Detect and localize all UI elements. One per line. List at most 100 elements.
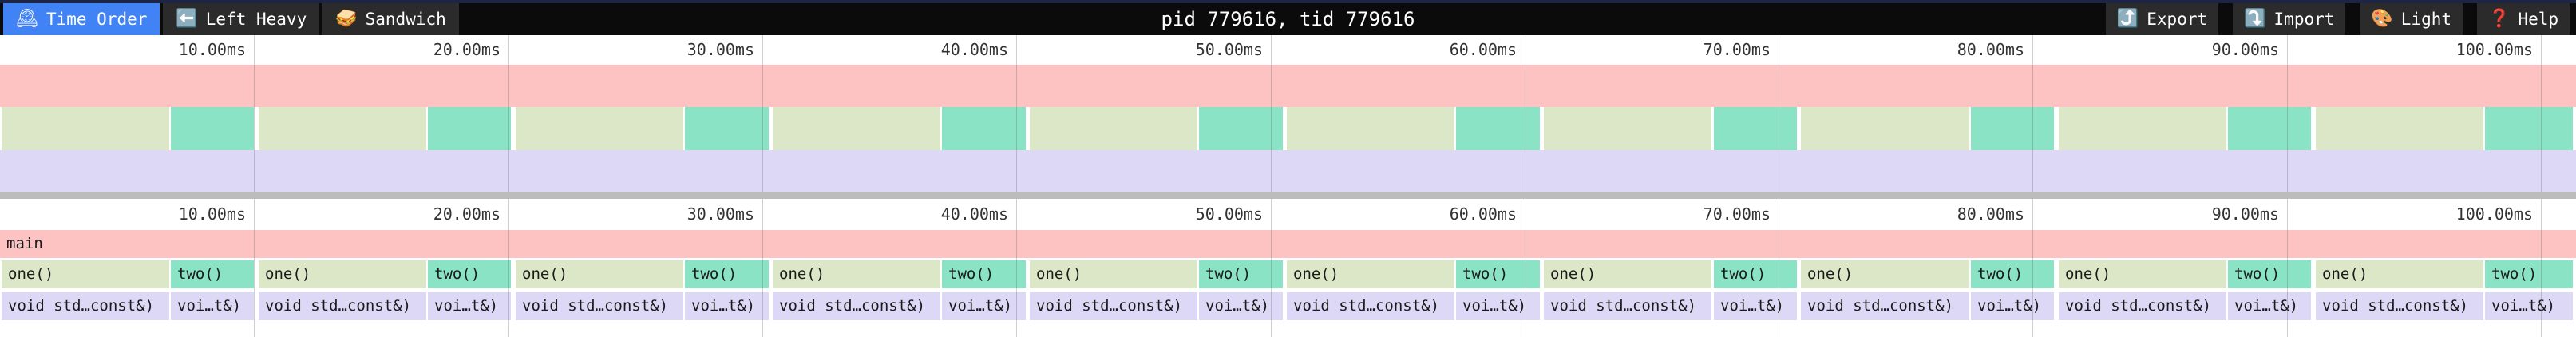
minimap-frame-two[interactable] [428, 107, 511, 150]
frame-two[interactable]: two() [428, 260, 511, 288]
frame-two-detail[interactable]: voi…t&) [1714, 292, 1797, 320]
minimap-tick-label: 20.00ms [433, 40, 501, 59]
minimap-gridline [2287, 35, 2288, 192]
minimap-tick-label: 40.00ms [940, 40, 1008, 59]
frame-two-detail[interactable]: voi…t&) [428, 292, 511, 320]
flamechart[interactable]: main 10.00ms 20.00ms 30.00ms 40.00ms 50.00ms… [0, 199, 2576, 337]
minimap-frame-one[interactable] [1801, 107, 1969, 150]
frame-two[interactable]: two() [1456, 260, 1540, 288]
minimap-frame-one[interactable] [1030, 107, 1197, 150]
frame-one[interactable]: one() [1287, 260, 1454, 288]
flamechart-tick-label: 20.00ms [433, 204, 501, 224]
frame-one-detail[interactable]: void std…const&) [516, 292, 683, 320]
tab-left-heavy[interactable]: ⬅️ Left Heavy [163, 3, 320, 35]
flamechart-tick-label: 10.00ms [178, 204, 246, 224]
minimap-tick-label: 90.00ms [2211, 40, 2279, 59]
frame-two[interactable]: two() [2228, 260, 2311, 288]
frame-one-detail[interactable]: void std…const&) [1544, 292, 1711, 320]
help-button[interactable]: ❓ Help [2477, 3, 2570, 35]
frame-two[interactable]: two() [685, 260, 769, 288]
frame-one[interactable]: one() [259, 260, 426, 288]
arrow-curve-down-icon: ⤵️ [2244, 9, 2266, 29]
minimap-frame-one[interactable] [516, 107, 683, 150]
minimap-frame-two[interactable] [1971, 107, 2054, 150]
frame-two-detail[interactable]: voi…t&) [171, 292, 254, 320]
frame-two[interactable]: two() [1199, 260, 1283, 288]
frame-one-detail[interactable]: void std…const&) [773, 292, 940, 320]
flamechart-gridline [254, 199, 255, 337]
frame-one[interactable]: one() [2059, 260, 2226, 288]
minimap-frame-two[interactable] [171, 107, 254, 150]
frame-one-detail[interactable]: void std…const&) [2059, 292, 2226, 320]
frame-one[interactable]: one() [773, 260, 940, 288]
frame-one[interactable]: one() [1544, 260, 1711, 288]
frame-one-detail[interactable]: void std…const&) [2, 292, 169, 320]
frame-main[interactable]: main [0, 230, 2576, 258]
view-tabs: 🕰 Time Order ⬅️ Left Heavy 🥪 Sandwich [3, 3, 459, 35]
minimap[interactable]: 10.00ms 20.00ms 30.00ms 40.00ms 50.00ms 60.00… [0, 35, 2576, 192]
minimap-frame-one[interactable] [2, 107, 169, 150]
flamechart-tick-label: 100.00ms [2455, 204, 2533, 224]
flamechart-gridline [508, 199, 509, 337]
frame-two[interactable]: two() [2485, 260, 2573, 288]
minimap-frame-one[interactable] [1287, 107, 1454, 150]
frame-one-detail[interactable]: void std…const&) [259, 292, 426, 320]
flamechart-tick-label: 80.00ms [1957, 204, 2024, 224]
minimap-gridline [508, 35, 509, 192]
frame-two-detail[interactable]: voi…t&) [942, 292, 1026, 320]
palette-icon: 🎨 [2371, 9, 2393, 29]
export-button[interactable]: ⤴️ Export [2105, 3, 2219, 35]
frame-two[interactable]: two() [171, 260, 254, 288]
frame-two-detail[interactable]: voi…t&) [2228, 292, 2311, 320]
frame-two[interactable]: two() [1714, 260, 1797, 288]
minimap-frame-two[interactable] [1714, 107, 1797, 150]
minimap-frame-one[interactable] [259, 107, 426, 150]
frame-two-detail[interactable]: voi…t&) [685, 292, 769, 320]
minimap-frame-two[interactable] [1456, 107, 1540, 150]
frame-one-detail[interactable]: void std…const&) [1801, 292, 1969, 320]
frame-one-detail[interactable]: void std…const&) [2316, 292, 2483, 320]
minimap-frame-two[interactable] [942, 107, 1026, 150]
frame-two-detail[interactable]: voi…t&) [2485, 292, 2573, 320]
minimap-divider [0, 192, 2576, 199]
frame-one-detail[interactable]: void std…const&) [1030, 292, 1197, 320]
question-mark-icon: ❓ [2488, 9, 2511, 29]
theme-button[interactable]: 🎨 Light [2360, 3, 2463, 35]
import-button[interactable]: ⤵️ Import [2233, 3, 2346, 35]
minimap-frame-one[interactable] [773, 107, 940, 150]
tab-label: Left Heavy [205, 10, 307, 29]
minimap-frame-two[interactable] [2485, 107, 2573, 150]
minimap-frame-two[interactable] [685, 107, 769, 150]
button-label: Light [2400, 10, 2452, 29]
minimap-frame-one[interactable] [2059, 107, 2226, 150]
frame-one[interactable]: one() [1801, 260, 1969, 288]
frame-two[interactable]: two() [942, 260, 1026, 288]
minimap-frame-two[interactable] [2228, 107, 2311, 150]
minimap-tick-label: 30.00ms [687, 40, 754, 59]
frame-one[interactable]: one() [1030, 260, 1197, 288]
minimap-frame-main[interactable] [0, 65, 2576, 107]
frame-one[interactable]: one() [516, 260, 683, 288]
arrow-curve-up-icon: ⤴️ [2116, 9, 2139, 29]
button-label: Export [2147, 10, 2208, 29]
frame-one-detail[interactable]: void std…const&) [1287, 292, 1454, 320]
frame-one[interactable]: one() [2316, 260, 2483, 288]
minimap-frame-detail-band[interactable] [0, 150, 2576, 192]
flamechart-tick-label: 70.00ms [1703, 204, 1771, 224]
frame-one[interactable]: one() [2, 260, 169, 288]
flamechart-gridline [2287, 199, 2288, 337]
minimap-frame-one[interactable] [1544, 107, 1711, 150]
tab-time-order[interactable]: 🕰 Time Order [3, 3, 160, 35]
minimap-gridline [1016, 35, 1017, 192]
frame-two[interactable]: two() [1971, 260, 2054, 288]
tab-sandwich[interactable]: 🥪 Sandwich [322, 3, 459, 35]
frame-two-detail[interactable]: voi…t&) [1199, 292, 1283, 320]
frame-two-detail[interactable]: voi…t&) [1456, 292, 1540, 320]
flamechart-gridline [762, 199, 763, 337]
minimap-frame-two[interactable] [1199, 107, 1283, 150]
toolbar-actions: ⤴️ Export ⤵️ Import 🎨 Light ❓ Help [2105, 3, 2570, 35]
frame-two-detail[interactable]: voi…t&) [1971, 292, 2054, 320]
flamechart-gridline [2541, 199, 2542, 337]
minimap-frame-one[interactable] [2316, 107, 2483, 150]
left-arrow-icon: ⬅️ [176, 9, 198, 29]
